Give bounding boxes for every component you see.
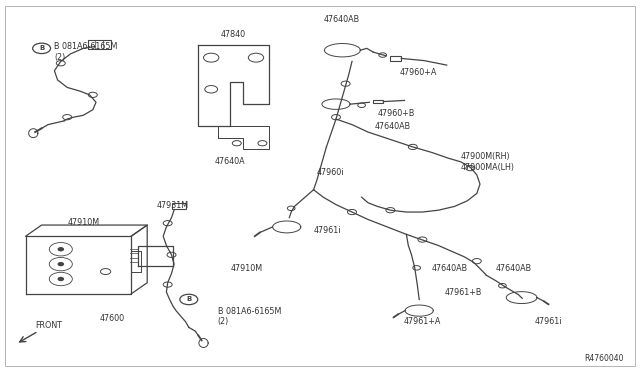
Text: 47960i: 47960i [317,169,344,177]
Circle shape [58,248,63,251]
Text: B: B [186,296,191,302]
Text: 47840: 47840 [221,30,246,39]
Bar [390,56,401,61]
Text: B: B [39,45,44,51]
Text: 47640AB: 47640AB [323,15,359,24]
Text: R4760040: R4760040 [584,354,624,363]
Text: 47961+B: 47961+B [445,288,482,296]
Text: 47910M: 47910M [230,264,262,273]
Circle shape [58,278,63,280]
Text: 47640AB: 47640AB [432,264,468,273]
Text: 47600: 47600 [99,314,124,323]
Text: 47640AB: 47640AB [374,122,410,131]
Text: 47961i: 47961i [534,317,562,326]
Text: 47640AB: 47640AB [496,264,532,273]
Bar [172,203,186,209]
Text: 47910M: 47910M [67,218,99,227]
Bar [373,100,383,103]
Text: 47960+B: 47960+B [378,109,415,118]
Text: FRONT: FRONT [35,321,62,330]
Circle shape [58,263,63,266]
Text: B 081A6-6165M
(2): B 081A6-6165M (2) [218,307,281,326]
Text: 47960+A: 47960+A [400,68,437,77]
Text: 47961+A: 47961+A [403,317,440,326]
Text: 47961i: 47961i [314,226,341,235]
Text: 47900M(RH)
47900MA(LH): 47900M(RH) 47900MA(LH) [461,152,515,171]
Text: B 081A6-6165M
(2): B 081A6-6165M (2) [54,42,118,62]
Text: 47640A: 47640A [214,157,245,166]
Text: 47931M: 47931M [157,201,189,210]
